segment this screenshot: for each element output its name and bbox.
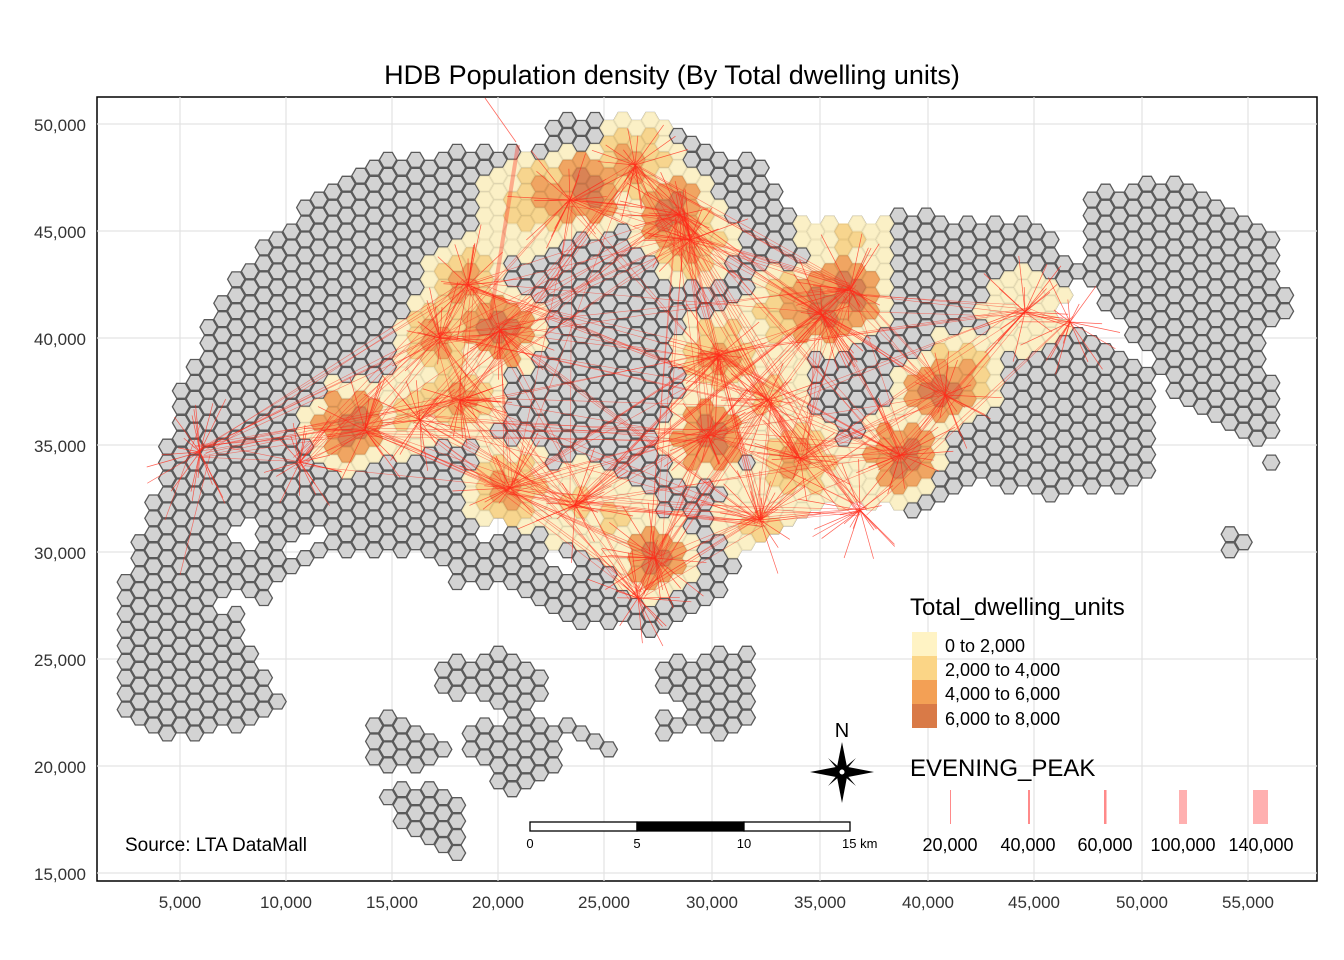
y-tick-label: 35,000: [34, 437, 86, 456]
line-legend-key: [1104, 790, 1107, 824]
y-tick-label: 40,000: [34, 330, 86, 349]
scale-label: 0: [526, 836, 533, 851]
line-legend-label: 100,000: [1150, 835, 1215, 855]
north-label: N: [835, 720, 849, 742]
fill-legend-swatch: [912, 680, 937, 704]
fill-legend-swatch: [912, 632, 937, 656]
line-legend: EVENING_PEAK 20,000 40,000 60,000 100,00…: [910, 755, 1294, 855]
x-axis: 5,000 10,000 15,000 20,000 25,000 30,000…: [159, 893, 1274, 912]
scale-bar: 0 5 10 15 km: [526, 821, 877, 851]
line-legend-label: 40,000: [1000, 835, 1055, 855]
line-legend-key: [1179, 790, 1187, 824]
x-tick-label: 20,000: [472, 893, 524, 912]
fill-legend-label: 4,000 to 6,000: [945, 684, 1060, 704]
x-tick-label: 40,000: [902, 893, 954, 912]
x-tick-label: 15,000: [366, 893, 418, 912]
line-legend-label: 140,000: [1228, 835, 1293, 855]
fill-legend-swatch: [912, 656, 937, 680]
line-legend-key: [950, 790, 951, 824]
y-tick-label: 25,000: [34, 651, 86, 670]
y-axis: 50,000 45,000 40,000 35,000 30,000 25,00…: [34, 116, 86, 884]
y-tick-label: 30,000: [34, 544, 86, 563]
y-tick-label: 20,000: [34, 758, 86, 777]
x-tick-label: 50,000: [1116, 893, 1168, 912]
line-legend-title: EVENING_PEAK: [910, 755, 1095, 782]
fill-legend-title: Total_dwelling_units: [910, 594, 1125, 621]
map-title: HDB Population density (By Total dwellin…: [384, 60, 960, 90]
x-tick-label: 10,000: [260, 893, 312, 912]
north-arrow-icon: N: [810, 720, 874, 803]
x-tick-label: 5,000: [159, 893, 202, 912]
y-tick-label: 15,000: [34, 865, 86, 884]
line-legend-key: [1253, 790, 1268, 824]
line-legend-key: [1028, 790, 1030, 824]
x-tick-label: 25,000: [578, 893, 630, 912]
line-legend-label: 60,000: [1077, 835, 1132, 855]
line-legend-label: 20,000: [922, 835, 977, 855]
x-tick-label: 55,000: [1222, 893, 1274, 912]
x-tick-label: 35,000: [794, 893, 846, 912]
y-tick-label: 50,000: [34, 116, 86, 135]
fill-legend-label: 2,000 to 4,000: [945, 660, 1060, 680]
x-tick-label: 45,000: [1008, 893, 1060, 912]
scale-label: 10: [737, 836, 751, 851]
plot-panel: [96, 96, 1318, 882]
fill-legend-label: 6,000 to 8,000: [945, 709, 1060, 729]
fill-legend-swatch: [912, 704, 937, 728]
x-tick-label: 30,000: [686, 893, 738, 912]
scale-label: 15 km: [842, 836, 877, 851]
y-tick-label: 45,000: [34, 223, 86, 242]
fill-legend-label: 0 to 2,000: [945, 636, 1025, 656]
source-credit: Source: LTA DataMall: [125, 835, 307, 856]
flow-lines: [146, 97, 1121, 647]
scale-label: 5: [633, 836, 640, 851]
fill-legend: Total_dwelling_units 0 to 2,000 2,000 to…: [910, 594, 1125, 729]
